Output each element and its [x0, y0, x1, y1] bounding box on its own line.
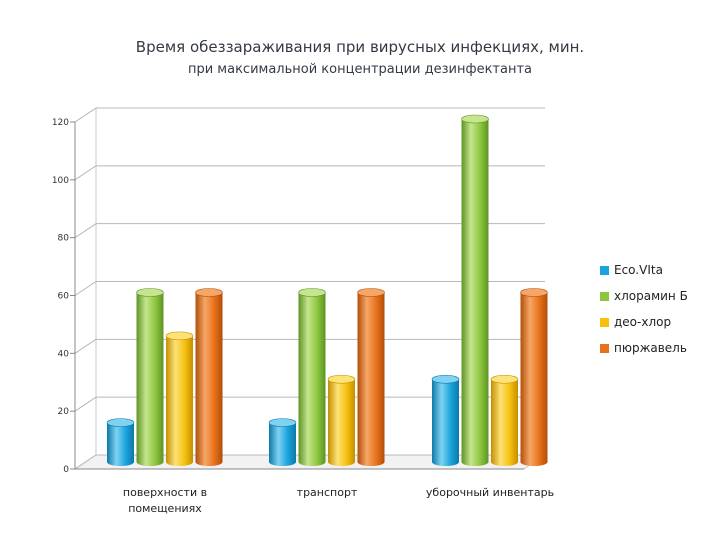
y-tick-label: 100 — [52, 176, 69, 186]
legend-item: део-хлор — [600, 309, 688, 335]
legend-label: хлорамин Б — [614, 289, 688, 303]
legend-item: хлорамин Б — [600, 283, 688, 309]
bar — [107, 422, 134, 466]
bar-top — [136, 288, 164, 297]
bar — [136, 292, 164, 466]
y-tick-label: 20 — [58, 407, 70, 417]
gridline-diag — [74, 338, 97, 354]
bar-top — [490, 374, 519, 384]
y-tick-label: 60 — [58, 292, 70, 302]
y-tick-label: 0 — [63, 465, 69, 475]
chart-subtitle: при максимальной концентрации дезинфекта… — [187, 62, 533, 77]
x-category-label: уборочный инвентарь — [426, 486, 554, 499]
bar-top — [357, 288, 385, 297]
legend-label: део-хлор — [614, 315, 672, 329]
bar-top — [268, 418, 297, 427]
legend-item: пюржавель — [600, 335, 688, 361]
legend-item: Eco.VIta — [600, 257, 688, 283]
legend-swatch — [600, 265, 609, 275]
gridline-diag — [74, 165, 97, 181]
legend-label: пюржавель — [614, 341, 687, 355]
bar — [328, 379, 355, 466]
y-tick-label: 80 — [58, 234, 70, 244]
legend-label: Eco.VIta — [614, 263, 663, 277]
bar-top — [461, 114, 489, 124]
bar — [166, 335, 193, 466]
bar-top — [165, 331, 194, 341]
x-category-label: транспорт — [297, 486, 358, 499]
y-tick-label: 120 — [52, 118, 69, 128]
gridline-diag — [74, 223, 97, 239]
chart-title: Время обеззараживания при вирусных инфек… — [135, 38, 585, 56]
gridline-diag — [74, 107, 97, 123]
bar — [269, 422, 296, 466]
bar — [520, 292, 548, 466]
bar-top — [106, 418, 135, 427]
gridline-diag — [74, 454, 97, 470]
bar — [357, 292, 385, 466]
bar — [491, 379, 518, 466]
bar-top — [327, 374, 356, 384]
legend-swatch — [600, 343, 609, 353]
legend-swatch — [600, 317, 609, 327]
bar-top — [520, 288, 548, 297]
legend-swatch — [600, 291, 609, 301]
bar-top — [195, 288, 223, 297]
gridline-diag — [74, 396, 97, 412]
bar — [432, 379, 459, 466]
bar — [461, 119, 489, 466]
gridline-diag — [74, 281, 97, 296]
bar — [195, 292, 223, 466]
bar — [298, 292, 326, 466]
x-category-label: поверхности в — [123, 486, 207, 499]
y-tick-label: 40 — [58, 349, 70, 359]
bar-top — [298, 288, 326, 297]
x-category-label: помещениях — [128, 502, 202, 515]
chart-legend: Eco.VIta хлорамин Б део-хлор пюржавель — [600, 257, 688, 361]
bar-top — [431, 374, 460, 384]
